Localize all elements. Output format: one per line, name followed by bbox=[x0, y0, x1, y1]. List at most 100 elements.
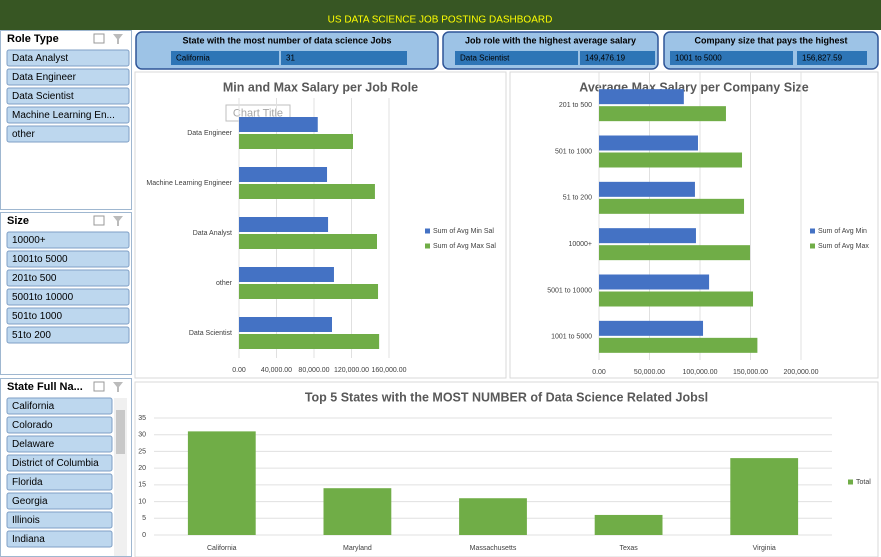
slicer-item[interactable] bbox=[6, 435, 113, 453]
y-tick-label: 10 bbox=[138, 498, 146, 505]
x-tick-label: Maryland bbox=[343, 545, 372, 552]
legend-swatch bbox=[425, 243, 430, 249]
x-tick-label: 160,000.00 bbox=[371, 367, 406, 374]
slicer-item-label: Illinois bbox=[12, 515, 40, 526]
chart-title-placeholder-text: Chart Title bbox=[233, 107, 283, 119]
slicer-clear bbox=[113, 382, 123, 392]
slicer-item-label: 5001to 10000 bbox=[12, 292, 74, 303]
slicer-item-label: Georgia bbox=[12, 496, 48, 507]
card-value: 31 bbox=[286, 54, 295, 63]
slicer-item-label: other bbox=[12, 129, 35, 140]
slicer-item[interactable] bbox=[6, 326, 130, 344]
bar bbox=[239, 234, 377, 249]
x-tick-label: Massachusetts bbox=[470, 545, 517, 552]
legend-label: Sum of Avg Max Sal bbox=[433, 243, 496, 250]
y-tick-label: 20 bbox=[138, 465, 146, 472]
bar bbox=[599, 320, 704, 336]
y-tick-label: 201 to 500 bbox=[559, 102, 592, 109]
card-label-box bbox=[455, 51, 578, 65]
x-tick-label: 200,000.00 bbox=[783, 369, 818, 376]
bar bbox=[239, 284, 379, 299]
y-tick-label: Data Scientist bbox=[189, 330, 232, 337]
slicer-item-label: Indiana bbox=[12, 534, 45, 545]
slicer-item-label: Data Analyst bbox=[12, 53, 68, 64]
slicer-title: State Full Na... bbox=[7, 381, 83, 393]
slicer-item-label: Florida bbox=[12, 477, 43, 488]
y-tick-label: 51 to 200 bbox=[563, 195, 592, 202]
bar bbox=[599, 152, 743, 168]
slicer-item[interactable] bbox=[6, 473, 113, 491]
slicer-item[interactable] bbox=[6, 231, 130, 249]
card-title: State with the most number of data scien… bbox=[182, 35, 391, 45]
card-value-box bbox=[580, 51, 655, 65]
legend-label: Total bbox=[856, 479, 871, 486]
card-label: 1001 to 5000 bbox=[675, 54, 722, 63]
slicer-item[interactable] bbox=[6, 397, 113, 415]
legend-swatch bbox=[810, 228, 815, 234]
bar bbox=[187, 431, 256, 535]
legend-swatch bbox=[425, 228, 430, 234]
slicer-item[interactable] bbox=[6, 416, 113, 434]
bar bbox=[239, 167, 328, 182]
card-label-box bbox=[670, 51, 793, 65]
slicer-item[interactable] bbox=[6, 454, 113, 472]
bar bbox=[599, 274, 710, 290]
x-tick-label: 80,000.00 bbox=[298, 367, 329, 374]
slicer-item[interactable] bbox=[6, 125, 130, 143]
slicer-item[interactable] bbox=[6, 106, 130, 124]
slicer-item-label: Delaware bbox=[12, 439, 55, 450]
legend-swatch bbox=[810, 243, 815, 249]
slicer-item[interactable] bbox=[6, 492, 113, 510]
bar bbox=[599, 198, 745, 214]
slicer-item[interactable] bbox=[6, 87, 130, 105]
slicer-item-label: Colorado bbox=[12, 420, 53, 431]
bar bbox=[594, 514, 663, 535]
slicer-clear bbox=[113, 216, 123, 226]
bar bbox=[599, 245, 750, 261]
slicer-item[interactable] bbox=[6, 511, 113, 529]
slicer-item[interactable] bbox=[6, 288, 130, 306]
x-tick-label: 50,000.00 bbox=[634, 369, 665, 376]
slicer-item[interactable] bbox=[6, 269, 130, 287]
chart-title: Min and Max Salary per Job Role bbox=[223, 80, 418, 94]
card-title: Job role with the highest average salary bbox=[465, 35, 636, 45]
y-tick-label: 5001 to 10000 bbox=[547, 287, 592, 294]
chart-title: Top 5 States with the MOST NUMBER of Dat… bbox=[305, 390, 708, 404]
slicer-item-label: 10000+ bbox=[12, 235, 46, 246]
bar bbox=[239, 317, 332, 332]
bar bbox=[599, 291, 754, 307]
slicer-title: Size bbox=[7, 215, 29, 227]
slicer-item[interactable] bbox=[6, 307, 130, 325]
y-tick-label: other bbox=[216, 280, 233, 287]
slicer-item[interactable] bbox=[6, 49, 130, 67]
slicer-item-label: 1001to 5000 bbox=[12, 254, 68, 265]
y-tick-label: 10000+ bbox=[568, 241, 592, 248]
bar bbox=[459, 498, 527, 535]
y-tick-label: Machine Learning Engineer bbox=[146, 180, 232, 187]
y-tick-label: Data Engineer bbox=[187, 130, 232, 137]
y-tick-label: Data Analyst bbox=[193, 230, 232, 237]
y-tick-label: 25 bbox=[138, 448, 146, 455]
legend-label: Sum of Avg Min Sal bbox=[433, 228, 494, 235]
x-tick-label: 100,000.00 bbox=[682, 369, 717, 376]
slicer-item-label: 51to 200 bbox=[12, 330, 51, 341]
x-tick-label: Texas bbox=[619, 545, 638, 552]
bar bbox=[599, 337, 758, 353]
x-tick-label: 0.00 bbox=[592, 369, 606, 376]
bar bbox=[599, 228, 696, 244]
y-tick-label: 0 bbox=[142, 532, 146, 539]
card-value-box bbox=[797, 51, 867, 65]
slicer-icon bbox=[93, 215, 105, 226]
legend-label: Sum of Avg Max bbox=[818, 243, 869, 250]
slicer-item[interactable] bbox=[6, 250, 130, 268]
slicer-item[interactable] bbox=[6, 68, 130, 86]
slicer-item[interactable] bbox=[6, 530, 113, 548]
slicer-title: Role Type bbox=[7, 33, 59, 45]
y-tick-label: 15 bbox=[138, 482, 146, 489]
bar bbox=[730, 458, 799, 535]
x-tick-label: 120,000.00 bbox=[334, 367, 369, 374]
slicer-item-label: Machine Learning En... bbox=[12, 110, 115, 121]
y-tick-label: 1001 to 5000 bbox=[551, 334, 592, 341]
